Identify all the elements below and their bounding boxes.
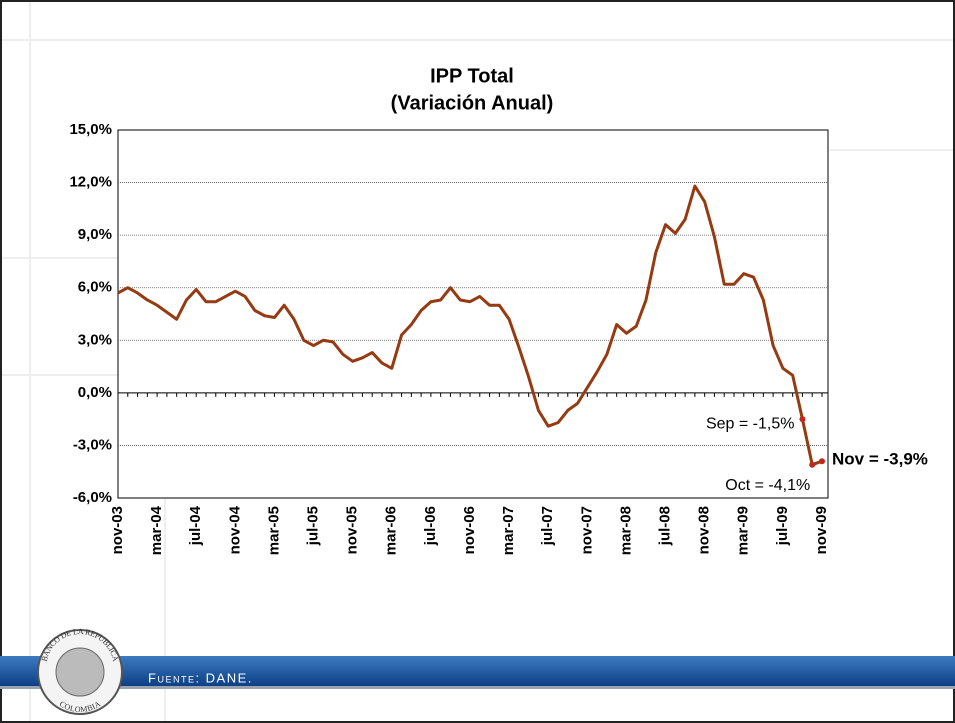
- plot-area: [117, 129, 829, 499]
- y-tick-label: -3,0%: [73, 436, 112, 453]
- x-tick-label: jul-06: [422, 506, 439, 546]
- x-tick-label: nov-03: [109, 506, 126, 554]
- x-tick-label: mar-04: [148, 505, 165, 555]
- value-label: Sep = -1,5%: [706, 415, 795, 432]
- x-tick-label: nov-05: [344, 506, 361, 554]
- x-tick-label: nov-04: [226, 505, 243, 554]
- y-tick-label: 9,0%: [78, 226, 112, 243]
- y-tick-label: 0,0%: [78, 384, 112, 401]
- chart-title: IPP Total: [430, 65, 514, 87]
- y-tick-label: 6,0%: [78, 279, 112, 296]
- y-tick-label: 12,0%: [69, 174, 112, 191]
- footer-band: [0, 656, 955, 686]
- x-tick-label: nov-09: [813, 506, 830, 554]
- y-tick-label: 3,0%: [78, 331, 112, 348]
- x-tick-label: jul-07: [539, 506, 556, 546]
- x-tick-label: nov-08: [696, 506, 713, 554]
- x-tick-label: mar-06: [383, 506, 400, 555]
- x-tick-label: mar-07: [500, 506, 517, 555]
- highlight-point: [819, 458, 825, 465]
- source-note: Fuente: DANE.: [148, 670, 253, 685]
- highlight-point: [799, 416, 806, 423]
- logo-center: [55, 647, 105, 697]
- data-line: [117, 184, 823, 467]
- x-tick-label: mar-08: [617, 506, 634, 555]
- x-tick-label: nov-06: [461, 506, 478, 554]
- y-tick-label: -6,0%: [73, 489, 112, 506]
- x-tick-label: nov-07: [578, 506, 595, 554]
- highlight-point: [809, 461, 816, 468]
- chart-subtitle: (Variación Anual): [391, 92, 554, 114]
- x-tick-label: mar-09: [735, 506, 752, 555]
- x-tick-label: jul-09: [774, 506, 791, 546]
- logo-text-bottom: COLOMBIA: [58, 699, 102, 714]
- y-tick-label: 15,0%: [69, 121, 112, 138]
- logo-text-bottom-path: COLOMBIA: [58, 699, 102, 714]
- x-tick-label: jul-04: [187, 505, 204, 546]
- value-label: Nov = -3,9%: [832, 450, 928, 469]
- value-label: Oct = -4,1%: [725, 477, 810, 494]
- x-tick-label: mar-05: [265, 506, 282, 555]
- x-tick-label: jul-08: [657, 506, 674, 546]
- footer-line: [0, 686, 955, 689]
- x-tick-label: jul-05: [305, 506, 322, 546]
